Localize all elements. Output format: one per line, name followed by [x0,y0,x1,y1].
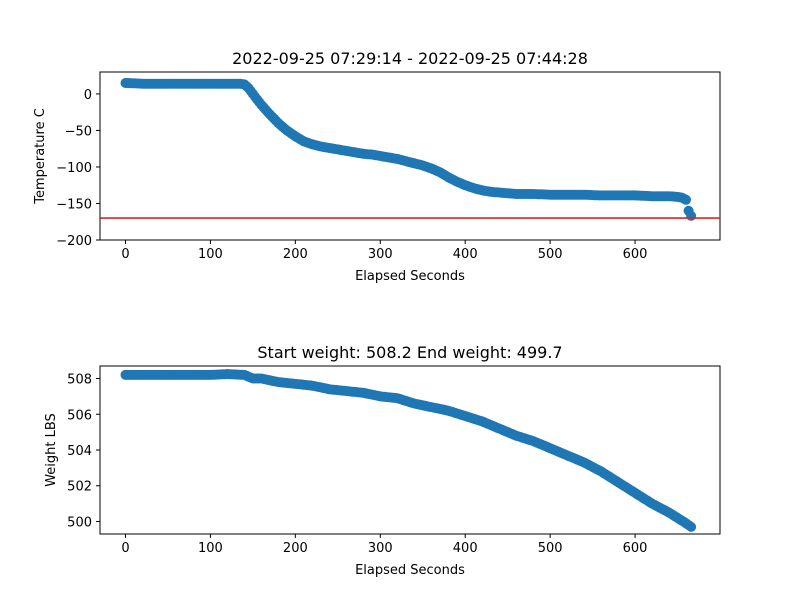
temperature-x-tick-label: 0 [121,247,129,262]
weight-y-tick-label: 502 [67,480,92,495]
weight-x-tick-label: 500 [538,541,563,556]
weight-y-tick-label: 504 [67,444,92,459]
temperature-y-tick-label: −200 [56,234,92,249]
weight-data-point [686,521,697,532]
temperature-plot: 2022-09-25 07:29:14 - 2022-09-25 07:44:2… [33,49,721,284]
weight-x-tick-label: 200 [283,541,308,556]
temperature-x-tick-label: 600 [623,247,648,262]
weight-x-tick-label: 300 [368,541,393,556]
weight-x-tick-label: 0 [121,541,129,556]
weight-series [120,369,697,532]
temperature-x-axis-label: Elapsed Seconds [355,269,465,284]
temperature-axes-frame [99,71,721,241]
temperature-x-tick-label: 200 [283,247,308,262]
temperature-y-tick-label: 0 [84,88,92,103]
temperature-x-tick-label: 500 [538,247,563,262]
weight-y-axis-label: Weight LBS [44,413,59,487]
weight-x-tick-label: 600 [623,541,648,556]
temperature-data-point [681,194,691,205]
weight-y-tick-label: 506 [67,408,92,423]
temperature-y-tick-label: −100 [56,161,92,176]
weight-plot: Start weight: 508.2 End weight: 499.7 El… [44,343,721,578]
temperature-x-tick-label: 400 [453,247,478,262]
temperature-y-tick-label: −150 [56,197,92,212]
weight-x-tick-label: 400 [453,541,478,556]
weight-y-tick-label: 500 [67,515,92,530]
temperature-series [120,78,697,221]
weight-x-axis-label: Elapsed Seconds [355,563,465,578]
temperature-x-tick-label: 300 [368,247,393,262]
temperature-y-axis-label: Temperature C [33,108,48,205]
weight-y-tick-label: 508 [67,373,92,388]
temperature-y-tick-label: −50 [65,124,92,139]
weight-plot-title: Start weight: 508.2 End weight: 499.7 [257,343,562,362]
temperature-x-tick-label: 100 [198,247,223,262]
weight-axes-frame [99,365,721,535]
temperature-data-point [686,210,697,221]
weight-x-tick-label: 100 [198,541,223,556]
temperature-plot-title: 2022-09-25 07:29:14 - 2022-09-25 07:44:2… [232,49,588,68]
